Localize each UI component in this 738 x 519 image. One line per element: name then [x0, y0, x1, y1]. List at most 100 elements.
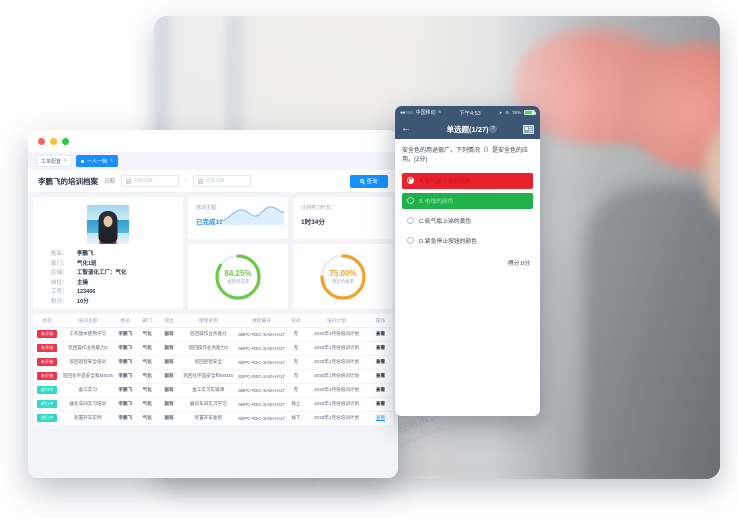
- status-cell: 未开始: [33, 341, 62, 356]
- code-cell: SBPC-REC-SAEH-017: [236, 397, 287, 412]
- quiz-option-c[interactable]: C.氮气瓶上涂的黄色: [402, 213, 533, 229]
- carrier-label: 中国移动: [415, 110, 436, 116]
- profile-field-key: 部门：: [51, 260, 68, 267]
- status-badge: 进行中: [36, 414, 58, 422]
- course-cell: 巡回操作业务能力: [180, 327, 237, 342]
- profile-field-key: 积分：: [51, 298, 68, 305]
- radio-icon[interactable]: [407, 237, 414, 245]
- table-column-header: 课程编号: [236, 314, 287, 328]
- help-icon[interactable]: ?: [489, 125, 497, 133]
- course-cell: 金工实习实操课: [180, 383, 237, 398]
- row-action-link[interactable]: 查看: [375, 359, 386, 364]
- tab-active-dot-icon: [80, 159, 84, 163]
- row-action-link[interactable]: 查看: [375, 331, 386, 336]
- course-cell: 器化车间实习学习: [180, 397, 237, 412]
- signal-strength-icon: ●●○○○: [400, 109, 413, 116]
- back-arrow-icon[interactable]: ←: [401, 123, 411, 134]
- row-action-link[interactable]: 查看: [375, 401, 386, 406]
- table-row[interactable]: 未开始 巡回化学品安全和MSDS 李鹏飞 气化 副班 巡回化学品安全和MSDS SBPC-R…: [33, 369, 393, 384]
- table-row[interactable]: 未开始 巡回操作业务能力2 李鹏飞 气化 副班 巡回操作业务能力2 SBPC-REC-SAE…: [33, 341, 393, 356]
- dept-cell: 气化: [136, 369, 159, 384]
- tab-close-icon[interactable]: ×: [109, 158, 113, 164]
- quiz-option-label: C.氮气瓶上涂的黄色: [419, 219, 472, 226]
- donut-center-label: 84.25% 课题完成率: [213, 252, 263, 302]
- table-row[interactable]: 未开始 巡回巡检安全培训 李鹏飞 气化 副班 巡回巡检安全 SBPC-REC-SAEH-01…: [33, 355, 393, 370]
- topic-cell: 器化车间实习培训: [61, 397, 115, 412]
- status-badge: 未开始: [36, 358, 58, 366]
- minimize-button[interactable]: [50, 137, 57, 145]
- dept-cell: 气化: [136, 327, 159, 342]
- plan-cell: 2020年1月份培训计划: [305, 397, 368, 412]
- start-date-input[interactable]: 开始日期: [121, 175, 180, 187]
- radio-icon[interactable]: [407, 217, 414, 225]
- name-cell: 李鹏飞: [114, 341, 137, 356]
- date-range-label: 日期: [104, 179, 116, 185]
- maximize-button[interactable]: [62, 137, 69, 145]
- course-cell: 巡回化学品安全和MSDS: [180, 369, 237, 384]
- row-action-link[interactable]: 查看: [375, 345, 386, 350]
- avatar: [87, 205, 129, 244]
- training-records-table: 状态 培训主题 姓名 部门 岗位 课程名称 课程编号 形式 培训计划 操作 未开始 工作放水使用学习…: [33, 314, 393, 426]
- donut-center-label: 75.00% 测验合格率: [318, 252, 368, 302]
- battery-icon: [523, 109, 536, 116]
- plan-cell: 2020年1月份培训计划: [305, 355, 368, 370]
- stat-label: 培训主题：: [196, 205, 222, 211]
- status-badge: 未开始: [36, 372, 58, 380]
- action-cell: 查看: [367, 355, 393, 370]
- end-date-input[interactable]: 结束日期: [193, 175, 252, 187]
- profile-field-key: 姓名：: [51, 251, 68, 257]
- table-header-row: 状态 培训主题 姓名 部门 岗位 课程名称 课程编号 形式 培训计划 操作: [33, 314, 393, 328]
- location-arrow-icon: ➤: [499, 110, 503, 115]
- donut-caption: 测验合格率: [331, 278, 355, 284]
- answer-card-icon[interactable]: [523, 124, 534, 134]
- phone-status-bar: ●●○○○ 中国移动 ᴮ 下午4:53 ➤ ⚙ 76%: [395, 106, 540, 119]
- donut-cards-row: 84.25% 课题完成率: [188, 244, 393, 309]
- range-separator: -: [185, 178, 188, 184]
- dept-cell: 气化: [136, 397, 159, 412]
- table-row[interactable]: 进行中 金工实习 李鹏飞 气化 副班 金工实习实操课 SBPC-REC-SAEH-017 无 2…: [33, 383, 393, 398]
- search-button[interactable]: 查询: [350, 174, 388, 188]
- post-cell: 副班: [158, 397, 181, 412]
- table-body: 未开始 工作放水使用学习 李鹏飞 气化 副班 巡回操作业务能力 SBPC-REC-SAEH-…: [33, 327, 393, 426]
- profile-field-value: 10分: [77, 298, 89, 305]
- row-action-link[interactable]: 查看: [375, 373, 386, 378]
- stat-value: 1时34分: [301, 219, 325, 226]
- profile-info-list: 姓名： 李鹏飞 部门： 气化1班 区域： 工智道化工厂：气化 岗位：: [33, 251, 183, 309]
- code-cell: SBPC-REC-SAEH-017: [236, 383, 287, 398]
- end-date-placeholder: 结束日期: [206, 178, 225, 183]
- post-cell: 副班: [158, 369, 181, 384]
- options-list: A.氧气瓶上涂的蓝色 B.电线的颜色 C.氮气瓶上涂的黄色 D.紧急停止按钮的颜色: [402, 172, 533, 249]
- clock-label: 下午4:53: [459, 110, 481, 117]
- status-cell: 未开始: [33, 369, 62, 384]
- status-badge: 未开始: [36, 330, 58, 338]
- plan-cell: 2020年1月份培训计划: [305, 383, 368, 398]
- donut-percent: 75.00%: [329, 268, 357, 278]
- avatar-person: [87, 205, 129, 244]
- row-action-link[interactable]: 查看: [375, 387, 386, 392]
- form-cell: 无: [286, 341, 306, 356]
- table-row[interactable]: 进行中 装置开车实例 李鹏飞 气化 副班 装置开车复则 SBPC-REC-SAEH-017 线…: [33, 411, 393, 426]
- quiz-option-b[interactable]: B.电线的颜色: [402, 192, 533, 209]
- post-cell: 副班: [158, 327, 181, 342]
- radio-icon[interactable]: [407, 177, 414, 185]
- course-completion-rate-card[interactable]: 84.25% 课题完成率: [188, 244, 288, 309]
- close-button[interactable]: [38, 137, 45, 145]
- exam-pass-rate-card[interactable]: 75.00% 测验合格率: [293, 244, 393, 309]
- tab-close-icon[interactable]: ×: [64, 158, 67, 164]
- name-cell: 李鹏飞: [114, 383, 137, 398]
- window-content: 姓名： 李鹏飞 部门： 气化1班 区域： 工智道化工厂：气化 岗位：: [28, 192, 398, 478]
- donut-caption: 课题完成率: [226, 278, 250, 284]
- code-cell: SBPC-REC-SAEH-017: [236, 327, 287, 342]
- tab-one-person-one-file[interactable]: 一人一档 ×: [75, 155, 118, 167]
- form-cell: 线下: [286, 411, 306, 426]
- radio-icon[interactable]: [407, 197, 414, 205]
- status-cell: 未开始: [33, 355, 62, 370]
- tab-work-order-config[interactable]: 工单配置 ×: [36, 155, 72, 167]
- table-row[interactable]: 未开始 工作放水使用学习 李鹏飞 气化 副班 巡回操作业务能力 SBPC-REC-SAEH-…: [33, 327, 393, 342]
- start-date-placeholder: 开始日期: [134, 178, 153, 183]
- search-button-label: 查询: [366, 179, 378, 185]
- quiz-option-d[interactable]: D.紧急停止按钮的颜色: [402, 233, 533, 249]
- quiz-option-a[interactable]: A.氧气瓶上涂的蓝色: [402, 172, 533, 189]
- row-action-link[interactable]: 查看: [375, 415, 386, 420]
- table-row[interactable]: 进行中 器化车间实习培训 李鹏飞 气化 副班 器化车间实习学习 SBPC-REC-SAEH-…: [33, 397, 393, 412]
